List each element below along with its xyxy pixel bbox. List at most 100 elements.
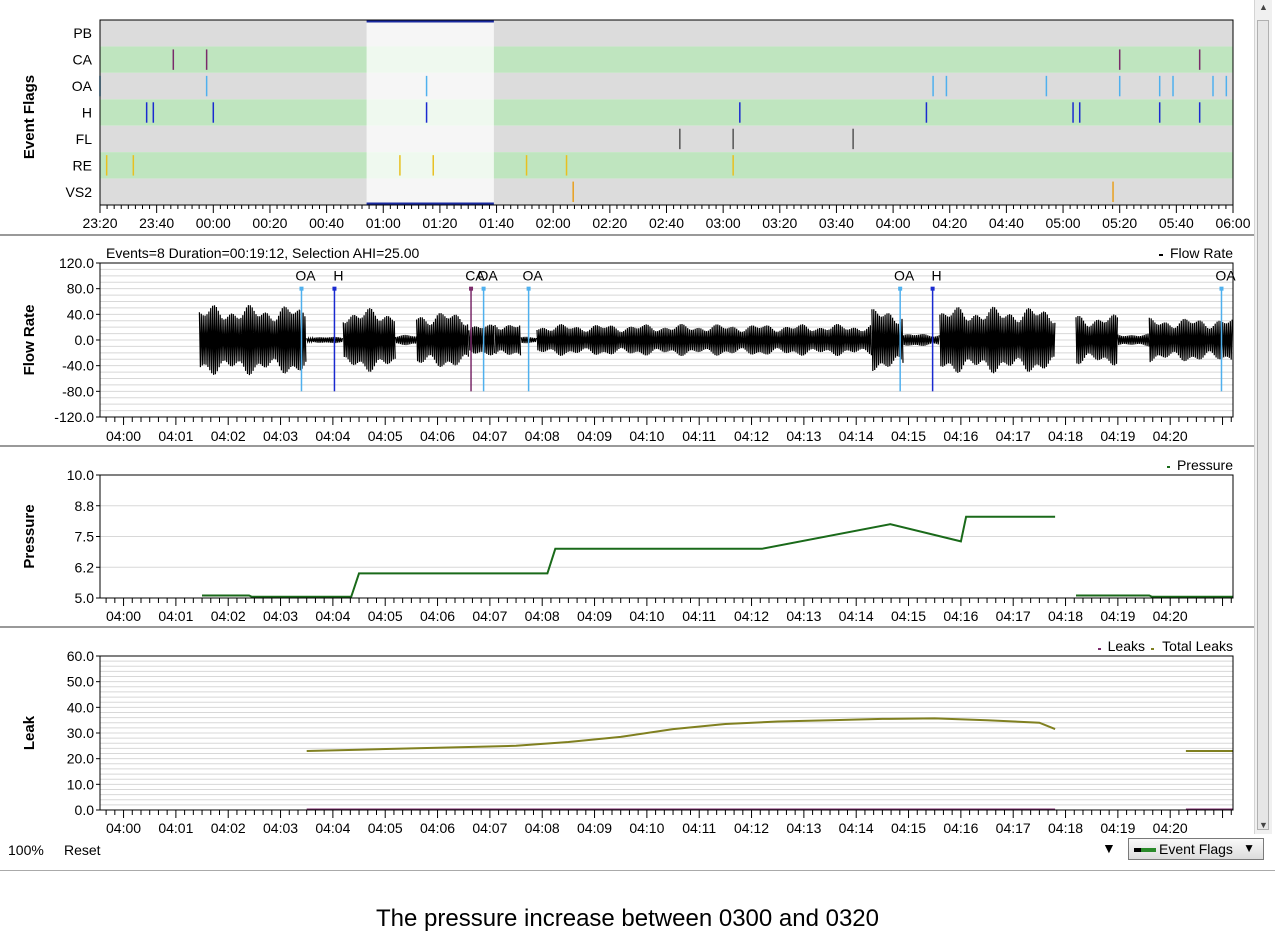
x-tick-label: 00:20 <box>252 215 287 231</box>
y-axis-label: Pressure <box>21 504 38 568</box>
x-tick-label: 00:40 <box>309 215 344 231</box>
event-row-band <box>100 20 1233 47</box>
divider <box>0 870 1275 871</box>
x-tick-label: 04:11 <box>682 820 716 836</box>
event-row-band <box>100 46 1233 73</box>
x-tick-label: 04:11 <box>682 608 716 624</box>
x-tick-label: 04:05 <box>368 608 403 624</box>
x-tick-label: 04:04 <box>315 608 350 624</box>
reset-button[interactable]: Reset <box>64 842 101 858</box>
legend-label: Pressure <box>1177 457 1233 473</box>
event-marker-dot <box>469 286 474 291</box>
x-tick-label: 04:17 <box>996 608 1031 624</box>
x-tick-label: 04:04 <box>315 820 350 836</box>
x-tick-label: 04:17 <box>996 820 1031 836</box>
pressure-plot-frame <box>99 474 1234 599</box>
x-tick-label: 03:00 <box>706 215 741 231</box>
graph-select-dropdown[interactable]: Event Flags ▼ <box>1128 838 1264 860</box>
legend-swatch <box>1167 466 1170 468</box>
event-marker-label: OA <box>477 268 498 284</box>
x-tick-label: 23:40 <box>139 215 174 231</box>
x-tick-label: 01:00 <box>366 215 401 231</box>
event-marker-label: H <box>333 268 343 284</box>
x-tick-label: 01:20 <box>422 215 457 231</box>
scroll-down-icon[interactable]: ▼ <box>1259 820 1268 830</box>
event-row-label: H <box>82 105 92 121</box>
x-tick-label: 04:10 <box>629 428 664 444</box>
event-row-band <box>100 99 1233 126</box>
x-tick-label: 04:12 <box>734 428 769 444</box>
x-tick-label: 04:05 <box>368 428 403 444</box>
y-tick-label: 60.0 <box>67 648 94 664</box>
event-marker-label: OA <box>1215 268 1236 284</box>
x-tick-label: 04:16 <box>943 820 978 836</box>
x-tick-label: 04:20 <box>1153 820 1188 836</box>
scroll-thumb[interactable] <box>1257 20 1269 830</box>
x-tick-label: 04:20 <box>1153 428 1188 444</box>
flow-plot-frame <box>99 262 1234 418</box>
leak-plot-frame <box>99 655 1234 811</box>
x-tick-label: 02:40 <box>649 215 684 231</box>
scroll-up-icon[interactable]: ▲ <box>1259 2 1268 12</box>
page-caption: The pressure increase between 0300 and 0… <box>375 905 879 932</box>
x-tick-label: 04:06 <box>420 608 455 624</box>
legend-label: Total Leaks <box>1162 638 1233 654</box>
zoom-level: 100% <box>8 842 44 858</box>
y-tick-label: -40.0 <box>62 358 94 374</box>
x-tick-label: 04:20 <box>1153 608 1188 624</box>
bottom-toolbar: 100% Reset ▼ Event Flags ▼ <box>0 836 1264 863</box>
flow-waveform <box>198 305 1233 376</box>
event-row-label: FL <box>76 131 93 147</box>
y-tick-label: -80.0 <box>62 383 94 399</box>
x-tick-label: 04:09 <box>577 608 612 624</box>
x-tick-label: 06:00 <box>1215 215 1250 231</box>
event-row-band <box>100 178 1233 205</box>
event-row-band <box>100 72 1233 100</box>
x-tick-label: 04:07 <box>472 820 507 836</box>
x-tick-label: 04:19 <box>1100 608 1135 624</box>
legend-swatch <box>1098 648 1101 650</box>
y-tick-label: -120.0 <box>54 409 94 425</box>
y-axis-label: Leak <box>21 715 38 750</box>
x-tick-label: 04:01 <box>158 428 193 444</box>
y-tick-label: 6.2 <box>75 559 95 575</box>
x-tick-label: 04:20 <box>932 215 967 231</box>
x-tick-label: 04:02 <box>211 820 246 836</box>
x-tick-label: 04:14 <box>839 608 874 624</box>
x-tick-label: 04:40 <box>989 215 1024 231</box>
x-tick-label: 04:00 <box>106 608 141 624</box>
event-marker-dot <box>299 286 304 291</box>
event-marker-dot <box>481 286 486 291</box>
x-tick-label: 04:14 <box>839 428 874 444</box>
event-marker-label: H <box>932 268 942 284</box>
x-tick-label: 04:08 <box>525 820 560 836</box>
legend-label: Leaks <box>1108 638 1145 654</box>
graph-swatch-accent <box>1141 848 1156 852</box>
x-tick-label: 04:00 <box>876 215 911 231</box>
x-tick-label: 04:12 <box>734 820 769 836</box>
x-tick-label: 23:20 <box>82 215 117 231</box>
event-marker-label: OA <box>894 268 915 284</box>
event-marker-dot <box>898 286 903 291</box>
vertical-scrollbar[interactable]: ▲ ▼ <box>1254 0 1272 834</box>
y-tick-label: 8.8 <box>75 498 95 514</box>
pressure-line <box>202 515 1056 598</box>
event-row-band <box>100 125 1233 153</box>
event-marker-label: CA <box>465 268 485 284</box>
x-tick-label: 03:20 <box>762 215 797 231</box>
event-marker-label: OA <box>295 268 316 284</box>
x-tick-label: 04:04 <box>315 428 350 444</box>
selection-highlight <box>366 20 494 205</box>
x-tick-label: 03:40 <box>819 215 854 231</box>
x-tick-label: 04:15 <box>891 820 926 836</box>
x-tick-label: 04:18 <box>1048 428 1083 444</box>
graph-menu-arrow-icon[interactable]: ▼ <box>1102 840 1116 856</box>
event-row-label: VS2 <box>66 184 93 200</box>
y-tick-label: 0.0 <box>75 802 95 818</box>
x-tick-label: 04:03 <box>263 608 298 624</box>
chart-title: Events=8 Duration=00:19:12, Selection AH… <box>106 245 419 261</box>
y-tick-label: 40.0 <box>67 306 94 322</box>
x-tick-label: 04:19 <box>1100 428 1135 444</box>
x-tick-label: 05:40 <box>1159 215 1194 231</box>
